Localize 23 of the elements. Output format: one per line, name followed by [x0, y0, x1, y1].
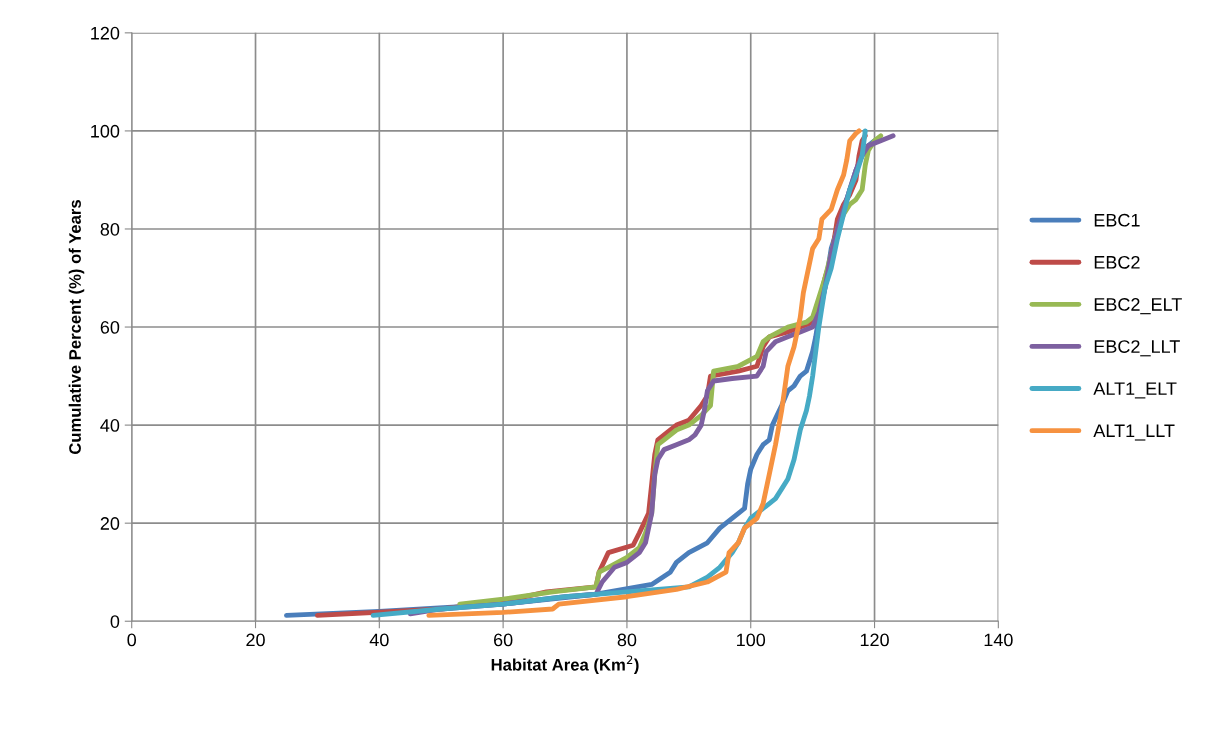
y-tick-label: 0 — [110, 615, 120, 628]
x-tick-label: 0 — [127, 633, 137, 647]
x-tick-label: 20 — [246, 633, 265, 647]
x-tick-label: 40 — [369, 633, 389, 647]
y-tick-label: 40 — [100, 419, 120, 432]
y-tick-label: 100 — [91, 124, 120, 138]
x-axis-title: Habitat Area (Km$^{2}$) — [491, 655, 639, 674]
legend-label: EBC2_ELT — [1094, 298, 1182, 315]
y-axis-title: Cumulative Percent (%) of Years — [68, 200, 85, 455]
y-tick-label: 20 — [100, 517, 120, 530]
legend-label: ALT1_ELT — [1093, 382, 1177, 399]
y-tick-label: 120 — [91, 26, 120, 40]
legend-label: ALT1_LLT — [1093, 424, 1175, 441]
legend-label: EBC2_LLT — [1094, 340, 1180, 357]
legend-label: EBC1 — [1094, 213, 1140, 227]
x-tick-label: 100 — [737, 633, 766, 647]
y-tick-label: 60 — [100, 320, 120, 334]
y-tick-label: 80 — [100, 222, 120, 236]
x-tick-label: 120 — [860, 633, 889, 647]
x-tick-label: 80 — [617, 633, 637, 647]
x-tick-label: 140 — [984, 633, 1013, 647]
x-tick-label: 60 — [494, 633, 513, 647]
legend-label: EBC2 — [1094, 255, 1140, 269]
